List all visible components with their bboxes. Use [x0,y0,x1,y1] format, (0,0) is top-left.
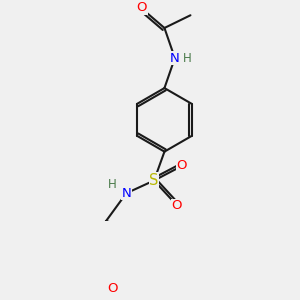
Text: O: O [137,1,147,14]
Text: N: N [122,187,131,200]
Text: H: H [107,178,116,191]
Text: O: O [176,159,187,172]
Text: O: O [107,282,118,295]
Text: S: S [149,173,159,188]
Text: O: O [171,200,182,212]
Text: N: N [170,52,180,64]
Text: H: H [183,52,192,64]
